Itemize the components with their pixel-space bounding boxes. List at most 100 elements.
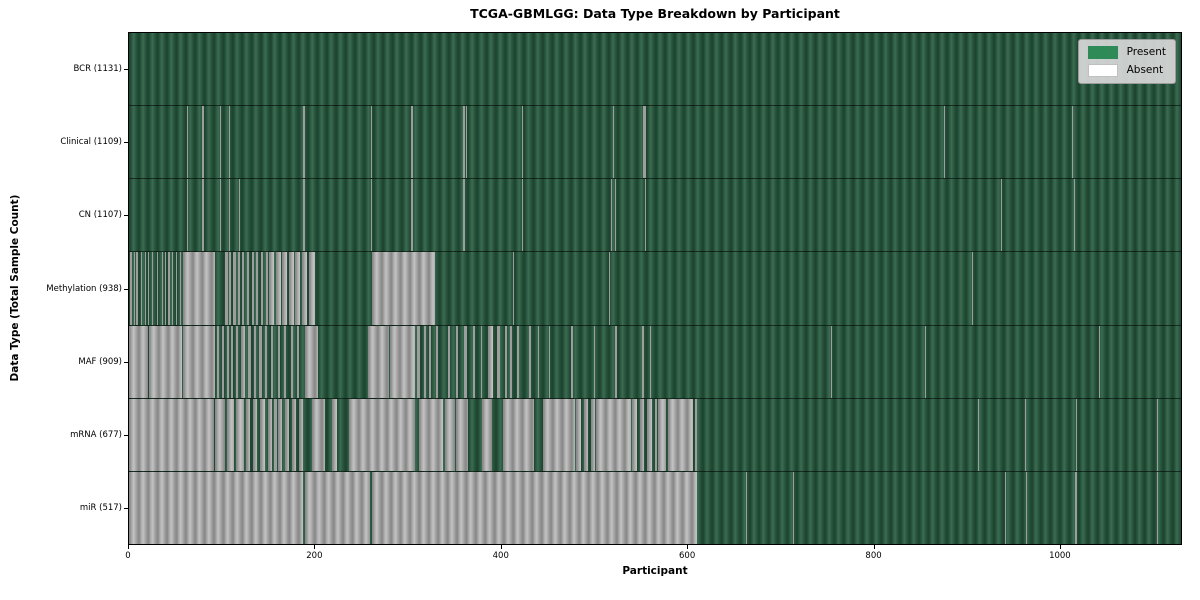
absent-segment	[419, 398, 444, 471]
y-tick-label-CN: CN (1107)	[78, 210, 122, 221]
absent-segment	[1156, 398, 1158, 471]
y-tick-mark	[124, 288, 128, 290]
absent-segment	[594, 325, 595, 398]
absent-segment	[642, 325, 645, 398]
absent-segment	[647, 398, 652, 471]
absent-segment	[214, 398, 225, 471]
x-tick-label-800: 800	[865, 551, 882, 561]
absent-segment	[253, 325, 257, 398]
absent-segment	[312, 398, 326, 471]
absent-segment	[632, 398, 637, 471]
x-tick-mark	[314, 545, 316, 549]
absent-segment	[186, 179, 188, 252]
legend: Present Absent	[1077, 39, 1176, 84]
absent-segment	[129, 471, 303, 544]
absent-segment	[614, 179, 617, 252]
absent-segment	[831, 325, 833, 398]
absent-segment	[248, 325, 251, 398]
absent-segment	[161, 252, 164, 325]
legend-item-absent: Absent	[1087, 64, 1166, 77]
absent-segment	[615, 325, 618, 398]
absent-segment	[217, 325, 220, 398]
absent-segment	[136, 252, 139, 325]
y-tick-label-mRNA: mRNA (677)	[70, 430, 122, 441]
absent-segment	[282, 252, 288, 325]
absent-segment	[608, 252, 610, 325]
absent-segment	[182, 325, 215, 398]
heatmap-row-Clinical	[129, 106, 1181, 180]
absent-segment	[925, 325, 927, 398]
absent-segment	[182, 252, 216, 325]
absent-segment	[133, 252, 135, 325]
absent-segment	[417, 325, 421, 398]
absent-segment	[978, 398, 980, 471]
absent-segment	[269, 252, 275, 325]
absent-segment	[473, 325, 475, 398]
x-tick-label-400: 400	[492, 551, 509, 561]
absent-segment	[203, 106, 205, 179]
absent-segment	[516, 325, 519, 398]
absent-segment	[542, 398, 576, 471]
absent-segment	[302, 106, 305, 179]
absent-segment	[456, 325, 459, 398]
absent-segment	[1024, 398, 1026, 471]
absent-segment	[252, 398, 258, 471]
y-tick-mark	[124, 435, 128, 437]
absent-segment	[240, 325, 246, 398]
absent-segment	[271, 325, 274, 398]
absent-segment	[129, 325, 148, 398]
chart-title: TCGA-GBMLGG: Data Type Breakdown by Part…	[470, 6, 840, 21]
absent-segment	[570, 325, 573, 398]
absent-segment	[295, 252, 301, 325]
absent-segment	[235, 398, 245, 471]
x-tick-mark	[687, 545, 689, 549]
absent-segment	[247, 252, 249, 325]
absent-segment	[156, 252, 158, 325]
absent-segment	[201, 106, 203, 179]
absent-segment	[171, 252, 173, 325]
absent-segment	[288, 252, 294, 325]
absent-segment	[285, 398, 289, 471]
absent-segment	[528, 325, 531, 398]
heatmap-row-Methylation	[129, 252, 1181, 326]
absent-segment	[1099, 325, 1101, 398]
absent-segment	[264, 325, 267, 398]
absent-segment	[203, 179, 205, 252]
absent-segment	[331, 398, 338, 471]
absent-segment	[259, 325, 262, 398]
absent-segment	[1025, 471, 1027, 544]
absent-segment	[595, 398, 632, 471]
absent-segment	[793, 471, 795, 544]
absent-segment	[643, 106, 647, 179]
heatmap-row-CN	[129, 179, 1181, 253]
absent-segment	[238, 179, 240, 252]
absent-segment	[265, 252, 268, 325]
y-tick-label-BCR: BCR (1131)	[73, 63, 123, 74]
heatmap-row-mRNA	[129, 398, 1181, 472]
absent-segment	[180, 252, 182, 325]
heatmap-row-miR	[129, 471, 1181, 544]
legend-item-present: Present	[1087, 46, 1166, 59]
absent-segment	[538, 325, 540, 398]
absent-segment	[277, 398, 283, 471]
heatmap-row-BCR	[129, 33, 1181, 107]
absent-segment	[308, 252, 316, 325]
absent-segment	[462, 179, 465, 252]
legend-label-present: Present	[1126, 46, 1166, 58]
absent-segment	[429, 325, 432, 398]
absent-segment	[410, 106, 413, 179]
absent-segment	[222, 325, 224, 398]
absent-segment	[488, 325, 493, 398]
absent-segment	[349, 398, 415, 471]
absent-segment	[463, 325, 467, 398]
absent-segment	[522, 179, 524, 252]
absent-segment	[612, 106, 614, 179]
absent-segment	[147, 252, 150, 325]
absent-segment	[745, 471, 747, 544]
absent-segment	[576, 398, 582, 471]
y-tick-label-Clinical: Clinical (1109)	[60, 136, 122, 147]
absent-segment	[226, 398, 235, 471]
absent-segment	[371, 252, 436, 325]
absent-segment	[186, 106, 188, 179]
y-tick-mark	[124, 361, 128, 363]
